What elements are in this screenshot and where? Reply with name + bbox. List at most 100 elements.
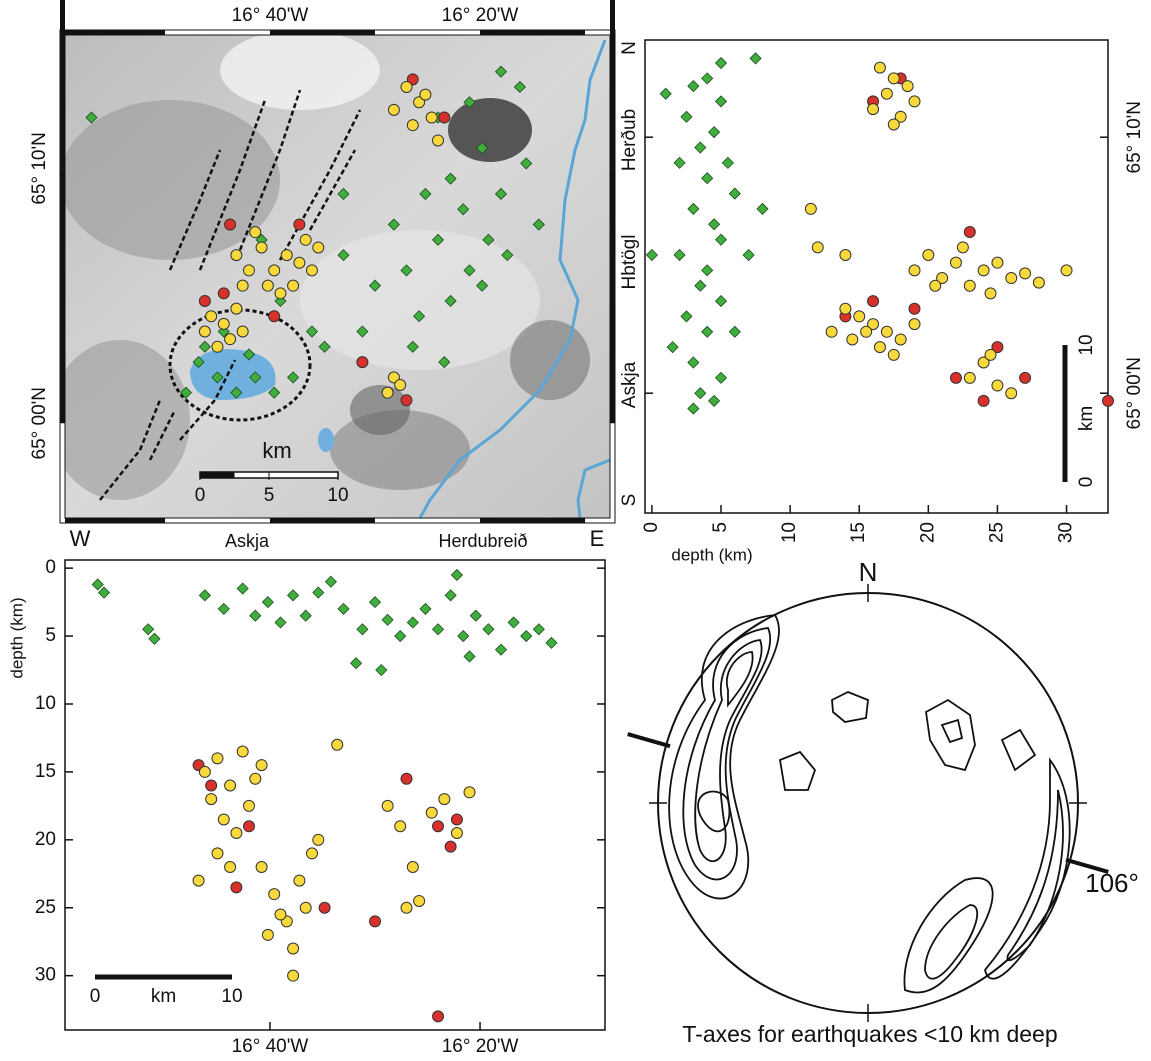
earthquake-point: [805, 203, 816, 214]
earthquake-point: [212, 753, 223, 764]
earthquake-point: [451, 814, 462, 825]
earthquake-point: [237, 326, 248, 337]
earthquake-point: [895, 334, 906, 345]
scale-bar-unit: km: [151, 986, 176, 1007]
x-tick-label: 16° 20'W: [442, 1036, 519, 1056]
earthquake-point: [262, 597, 273, 608]
azimuth-label: 106°: [1085, 868, 1139, 898]
earthquake-point: [854, 311, 865, 322]
earthquake-point: [231, 828, 242, 839]
earthquake-point: [729, 188, 740, 199]
earthquake-point: [964, 372, 975, 383]
earthquake-point: [288, 970, 299, 981]
earthquake-point: [225, 334, 236, 345]
earthquake-point: [445, 590, 456, 601]
earthquake-point: [688, 403, 699, 414]
earthquake-point: [695, 280, 706, 291]
earthquake-point: [275, 288, 286, 299]
earthquake-point: [237, 583, 248, 594]
frame-segment: [65, 30, 165, 35]
scale-bar-label: 10: [327, 485, 348, 506]
density-contour: [925, 905, 977, 979]
density-contour: [942, 720, 962, 742]
earthquake-point: [716, 58, 727, 69]
earthquake-point: [840, 303, 851, 314]
north-label: N: [859, 557, 878, 587]
earthquake-point: [370, 597, 381, 608]
earthquake-point: [414, 895, 425, 906]
earthquake-point: [1006, 388, 1017, 399]
scale-bar-label: 10: [221, 986, 242, 1007]
x-tick-label: 25: [986, 522, 1007, 543]
scale-bar-unit: km: [1076, 406, 1097, 431]
earthquake-point: [99, 587, 110, 598]
y-tick-label: 0: [45, 557, 56, 578]
earthquake-point: [288, 943, 299, 954]
x-tick: [270, 30, 375, 35]
earthquake-point: [861, 326, 872, 337]
x-tick-label: 10: [779, 522, 800, 543]
earthquake-point: [874, 342, 885, 353]
earthquake-point: [992, 380, 1003, 391]
azimuth-line: [628, 734, 670, 746]
earthquake-point: [243, 800, 254, 811]
x-tick-label: 16° 40'W: [232, 1036, 309, 1056]
earthquake-point: [702, 265, 713, 276]
earthquake-point: [688, 81, 699, 92]
earthquake-point: [199, 766, 210, 777]
earthquake-point: [757, 203, 768, 214]
earthquake-point: [902, 81, 913, 92]
earthquake-point: [288, 280, 299, 291]
stereonet-title: T-axes for earthquakes <10 km deep: [682, 1021, 1057, 1047]
earthquake-point: [193, 875, 204, 886]
y-tick-label: 30: [35, 965, 56, 986]
earthquake-point: [206, 780, 217, 791]
earthquake-point: [319, 902, 330, 913]
earthquake-point: [674, 250, 685, 261]
density-contour: [985, 760, 1070, 979]
earthquake-point: [212, 341, 223, 352]
earthquake-point: [199, 295, 210, 306]
earthquake-point: [508, 617, 519, 628]
scale-bar-label: 5: [264, 485, 275, 506]
earthquake-point: [923, 250, 934, 261]
map-background: [50, 30, 610, 518]
earthquake-point: [401, 902, 412, 913]
earthquake-point: [840, 250, 851, 261]
x-tick-label: 30: [1056, 522, 1077, 543]
earthquake-point: [909, 319, 920, 330]
earthquake-point: [458, 631, 469, 642]
earthquake-point: [294, 219, 305, 230]
earthquake-point: [888, 349, 899, 360]
y-tick: [610, 168, 615, 423]
earthquake-point: [395, 380, 406, 391]
earthquake-point: [250, 610, 261, 621]
earthquake-point: [1020, 372, 1031, 383]
earthquake-point: [1006, 273, 1017, 284]
earthquake-point: [985, 349, 996, 360]
earthquake-point: [909, 303, 920, 314]
earthquake-point: [743, 250, 754, 261]
x-tick: [480, 30, 585, 35]
earthquake-point: [681, 311, 692, 322]
y-tick: [60, 0, 65, 168]
earthquake-point: [420, 89, 431, 100]
earthquake-point: [950, 257, 961, 268]
earthquake-point: [351, 658, 362, 669]
earthquake-point: [433, 1011, 444, 1022]
earthquake-point: [964, 280, 975, 291]
earthquake-point: [395, 821, 406, 832]
earthquake-point: [407, 617, 418, 628]
earthquake-point: [533, 624, 544, 635]
earthquake-point: [401, 81, 412, 92]
density-contour: [1007, 790, 1062, 960]
earthquake-point: [288, 590, 299, 601]
earthquake-point: [262, 280, 273, 291]
x-tick: [480, 518, 585, 523]
earthquake-point: [275, 909, 286, 920]
earthquake-point: [206, 794, 217, 805]
y-tick-label: 25: [35, 897, 56, 918]
earthquake-point: [420, 603, 431, 614]
density-contour: [904, 878, 992, 992]
y-tick-label: 65° 10'N: [1124, 101, 1145, 174]
